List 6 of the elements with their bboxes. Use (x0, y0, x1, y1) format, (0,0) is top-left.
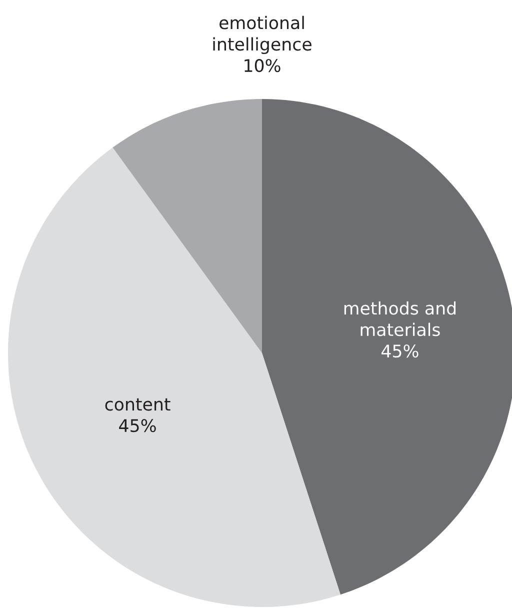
slice-label: methods and materials (344, 301, 456, 336)
slice-label: content (105, 398, 170, 411)
slice-label: emotional intelligence (213, 16, 312, 54)
data-label: 45% (382, 344, 418, 358)
data-label: 10% (244, 58, 280, 72)
data-label: 45% (119, 419, 156, 432)
